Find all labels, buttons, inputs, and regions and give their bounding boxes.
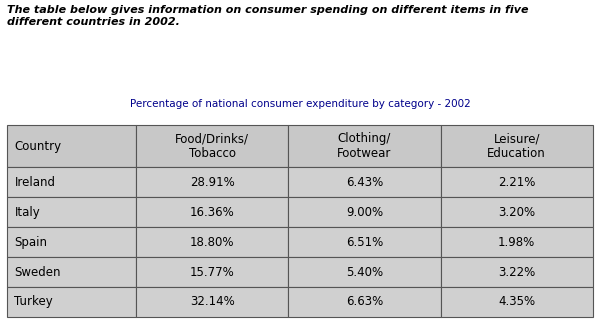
Text: Leisure/
Education: Leisure/ Education	[487, 132, 546, 160]
Text: 2.21%: 2.21%	[498, 176, 535, 189]
Text: 6.63%: 6.63%	[346, 295, 383, 308]
Text: 32.14%: 32.14%	[190, 295, 235, 308]
Text: 16.36%: 16.36%	[190, 206, 235, 219]
Text: 6.51%: 6.51%	[346, 236, 383, 249]
Text: Turkey: Turkey	[14, 295, 53, 308]
Text: Sweden: Sweden	[14, 266, 61, 279]
Text: 28.91%: 28.91%	[190, 176, 235, 189]
Text: 15.77%: 15.77%	[190, 266, 235, 279]
Text: 6.43%: 6.43%	[346, 176, 383, 189]
Text: 9.00%: 9.00%	[346, 206, 383, 219]
Text: Spain: Spain	[14, 236, 47, 249]
Text: Italy: Italy	[14, 206, 40, 219]
Text: 3.20%: 3.20%	[498, 206, 535, 219]
Text: 1.98%: 1.98%	[498, 236, 535, 249]
Text: 5.40%: 5.40%	[346, 266, 383, 279]
Text: 4.35%: 4.35%	[498, 295, 535, 308]
Text: Ireland: Ireland	[14, 176, 55, 189]
Text: The table below gives information on consumer spending on different items in fiv: The table below gives information on con…	[7, 5, 529, 27]
Text: Food/Drinks/
Tobacco: Food/Drinks/ Tobacco	[175, 132, 249, 160]
Text: Country: Country	[14, 140, 62, 153]
Text: Clothing/
Footwear: Clothing/ Footwear	[337, 132, 392, 160]
Text: 3.22%: 3.22%	[498, 266, 535, 279]
Text: 18.80%: 18.80%	[190, 236, 235, 249]
Text: Percentage of national consumer expenditure by category - 2002: Percentage of national consumer expendit…	[130, 99, 470, 109]
